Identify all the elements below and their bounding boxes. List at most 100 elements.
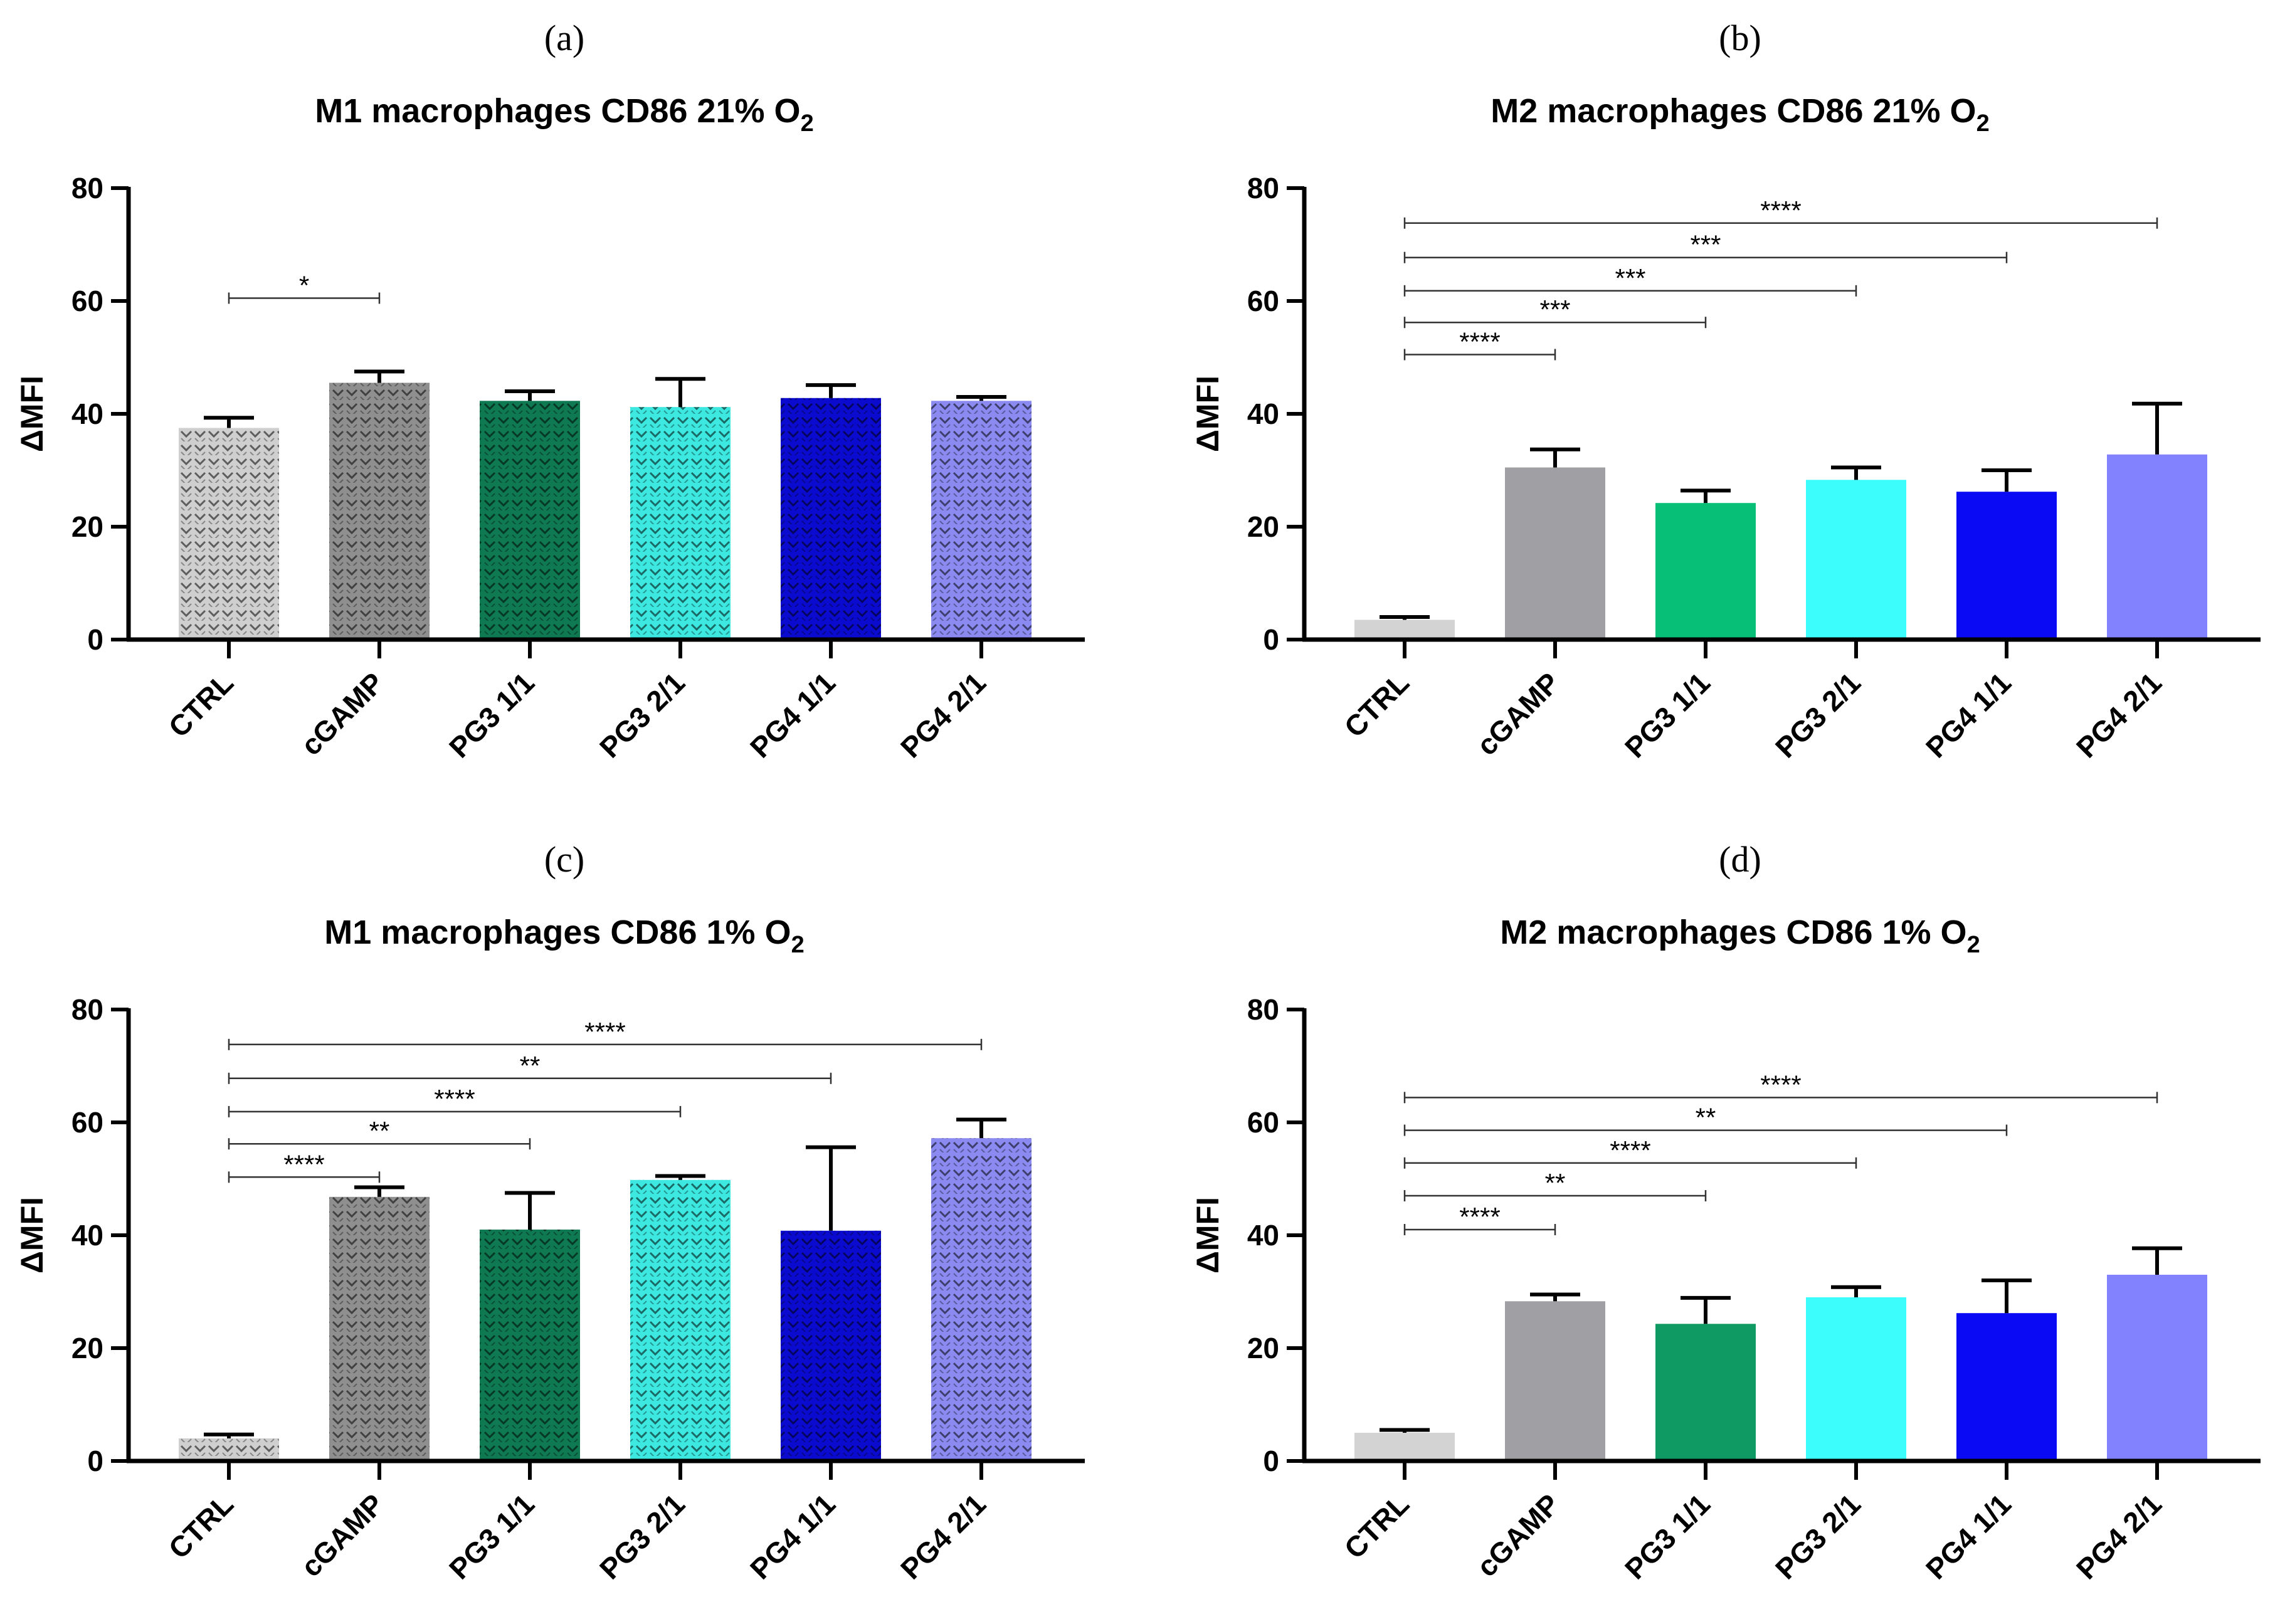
- significance-label: ****: [1610, 1136, 1650, 1165]
- bar: [1956, 1313, 2057, 1461]
- y-tick-label: 60: [71, 285, 103, 317]
- y-tick-label: 20: [1247, 1332, 1279, 1364]
- y-axis-label: ΔMFI: [14, 376, 50, 452]
- panel-label: (c): [544, 839, 584, 880]
- x-category-label: PG4 1/1: [744, 1487, 842, 1585]
- bar: [1505, 467, 1605, 640]
- x-category-label: CTRL: [1338, 1487, 1415, 1564]
- bar-texture: [781, 398, 881, 640]
- y-tick-label: 40: [1247, 1219, 1279, 1252]
- significance-label: ****: [1459, 1202, 1500, 1231]
- x-category-label: CTRL: [162, 1487, 240, 1564]
- x-category-label: PG3 1/1: [443, 666, 541, 764]
- significance-label: ***: [1690, 230, 1721, 260]
- bar-texture: [480, 1230, 580, 1461]
- y-tick-label: 80: [71, 993, 103, 1026]
- significance-label: ***: [1615, 263, 1645, 293]
- bar: [1505, 1301, 1605, 1461]
- y-tick-label: 40: [1247, 398, 1279, 430]
- y-tick-label: 40: [71, 398, 103, 430]
- y-tick-label: 0: [87, 623, 103, 656]
- bar-texture: [931, 401, 1032, 640]
- y-tick-label: 60: [71, 1106, 103, 1139]
- bar-texture: [179, 1438, 279, 1461]
- x-category-label: PG4 2/1: [2070, 1487, 2168, 1585]
- y-tick-label: 80: [1247, 172, 1279, 204]
- chart-title-main: M1 macrophages CD86 1% O: [324, 914, 791, 951]
- y-tick-label: 0: [1263, 623, 1279, 656]
- y-tick-label: 40: [71, 1219, 103, 1252]
- panel-label: (a): [544, 18, 584, 58]
- x-category-label: PG3 1/1: [1618, 666, 1716, 764]
- y-tick-label: 20: [1247, 510, 1279, 543]
- y-tick-label: 60: [1247, 1106, 1279, 1139]
- x-category-label: CTRL: [162, 666, 240, 743]
- x-category-label: PG4 2/1: [894, 666, 992, 764]
- x-category-label: PG4 2/1: [894, 1487, 992, 1585]
- panel-label: (d): [1719, 839, 1761, 880]
- y-tick-label: 20: [71, 1332, 103, 1364]
- significance-label: *: [299, 271, 309, 300]
- x-category-label: PG3 2/1: [593, 666, 691, 764]
- significance-label: ****: [1459, 327, 1500, 357]
- x-category-label: PG3 2/1: [1769, 666, 1867, 764]
- x-category-label: PG4 1/1: [1919, 1487, 2017, 1585]
- x-category-label: cGAMP: [1470, 666, 1566, 761]
- x-category-label: cGAMP: [295, 666, 390, 761]
- chart-title-subscript: 2: [791, 932, 805, 958]
- bar: [1354, 1433, 1455, 1461]
- y-axis-label: ΔMFI: [1190, 376, 1225, 452]
- y-axis-label: ΔMFI: [14, 1197, 50, 1273]
- chart-title-main: M2 macrophages CD86 21% O: [1491, 92, 1976, 130]
- bar: [1655, 503, 1756, 640]
- x-category-label: PG3 2/1: [593, 1487, 691, 1585]
- panel-c: (c) M1 macrophages CD86 1% O2 ΔMFI 0 20 40 60 8…: [14, 839, 1085, 1585]
- y-tick-label: 80: [71, 172, 103, 204]
- x-category-label: PG3 2/1: [1769, 1487, 1867, 1585]
- bar-texture: [329, 1196, 430, 1461]
- x-category-label: cGAMP: [1470, 1487, 1566, 1583]
- chart-title: M1 macrophages CD86 21% O2: [315, 92, 813, 137]
- chart-title-main: M1 macrophages CD86 21% O: [315, 92, 800, 130]
- bar-texture: [630, 1179, 731, 1461]
- panel-label: (b): [1719, 18, 1761, 58]
- y-axis-label: ΔMFI: [1190, 1197, 1225, 1273]
- panel-b: (b) M2 macrophages CD86 21% O2 ΔMFI 0 20 40 60…: [1190, 18, 2261, 764]
- y-tick-label: 0: [87, 1445, 103, 1477]
- significance-label: ****: [1760, 196, 1801, 225]
- bar-texture: [480, 401, 580, 640]
- x-category-label: PG4 1/1: [1919, 666, 2017, 764]
- significance-label: **: [1696, 1103, 1716, 1132]
- chart-title: M1 macrophages CD86 1% O2: [324, 914, 804, 958]
- bar-texture: [931, 1138, 1032, 1461]
- bar-texture: [179, 428, 279, 640]
- significance-label: ****: [434, 1084, 475, 1114]
- y-tick-label: 20: [71, 510, 103, 543]
- significance-label: ***: [1539, 295, 1570, 324]
- bar: [1956, 492, 2057, 640]
- x-category-label: PG3 1/1: [443, 1487, 541, 1585]
- significance-label: **: [520, 1051, 541, 1080]
- chart-title: M2 macrophages CD86 21% O2: [1491, 92, 1989, 137]
- x-category-label: PG3 1/1: [1618, 1487, 1716, 1585]
- y-tick-label: 0: [1263, 1445, 1279, 1477]
- significance-label: ****: [584, 1017, 625, 1047]
- significance-label: ****: [1760, 1070, 1801, 1099]
- bar-texture: [781, 1230, 881, 1461]
- y-tick-label: 60: [1247, 285, 1279, 317]
- y-tick-label: 80: [1247, 993, 1279, 1026]
- bar: [1806, 480, 1906, 640]
- chart-title-main: M2 macrophages CD86 1% O: [1500, 914, 1966, 951]
- significance-label: **: [1545, 1168, 1566, 1198]
- bar: [1655, 1324, 1756, 1461]
- panel-d: (d) M2 macrophages CD86 1% O2 ΔMFI 0 20 40 60 8…: [1190, 839, 2261, 1585]
- x-category-label: PG4 1/1: [744, 666, 842, 764]
- bar: [1806, 1297, 1906, 1461]
- chart-title-subscript: 2: [1967, 932, 1980, 958]
- significance-label: ****: [283, 1149, 324, 1179]
- bar-texture: [630, 407, 731, 640]
- significance-label: **: [369, 1116, 390, 1146]
- bar: [1354, 620, 1455, 640]
- bar-texture: [329, 382, 430, 640]
